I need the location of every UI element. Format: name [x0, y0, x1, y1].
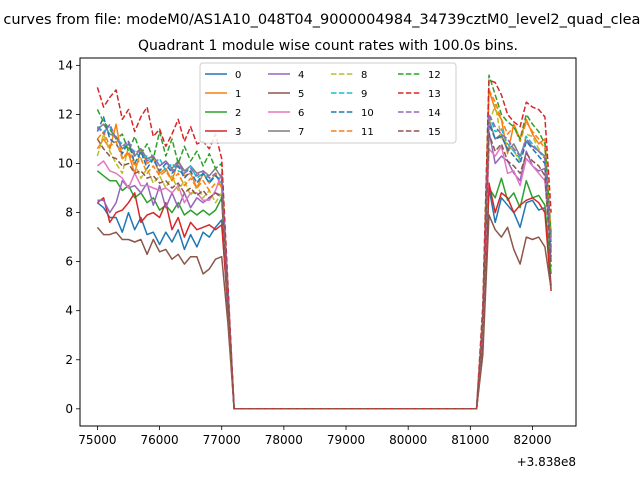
series-12-line [96, 74, 552, 410]
legend-label-10: 10 [361, 108, 374, 119]
y-tick-label: 2 [65, 353, 73, 367]
x-tick-label: 80000 [389, 433, 427, 447]
legend-label-14: 14 [428, 108, 441, 119]
plot-lines [96, 74, 552, 410]
x-offset-label: +3.838e8 [517, 455, 576, 469]
series-14-line [96, 113, 552, 410]
y-tick-label: 14 [58, 58, 73, 72]
series-3-line [96, 182, 552, 410]
legend-label-13: 13 [428, 89, 441, 100]
chart-suptitle: Light curves from file: modeM0/AS1A10_04… [0, 12, 640, 28]
x-tick-label: 77000 [203, 433, 241, 447]
legend-label-6: 6 [298, 108, 304, 119]
legend-label-5: 5 [298, 89, 304, 100]
legend-frame [199, 62, 457, 144]
series-11-line [96, 89, 552, 410]
legend-label-4: 4 [298, 70, 304, 81]
legend-label-9: 9 [361, 89, 367, 100]
legend-label-0: 0 [235, 70, 241, 81]
plot-frame [79, 57, 577, 427]
series-5-line [96, 214, 552, 410]
legend-label-1: 1 [235, 89, 241, 100]
series-8-line [96, 103, 552, 410]
series-7-line [96, 118, 552, 410]
legend-label-15: 15 [428, 127, 441, 138]
legend-label-8: 8 [361, 70, 367, 81]
y-tick-label: 4 [65, 304, 73, 318]
x-tick-label: 75000 [78, 433, 116, 447]
x-tick-label: 82000 [513, 433, 551, 447]
y-tick-label: 12 [58, 107, 73, 121]
legend-label-3: 3 [235, 127, 241, 138]
series-15-line [96, 133, 552, 410]
x-tick-label: 78000 [265, 433, 303, 447]
legend-label-2: 2 [235, 108, 241, 119]
series-2-line [96, 170, 552, 410]
y-tick-label: 0 [65, 402, 73, 416]
y-tick-label: 8 [65, 206, 73, 220]
y-tick-label: 10 [58, 156, 73, 170]
legend-label-11: 11 [361, 127, 374, 138]
x-tick-label: 79000 [327, 433, 365, 447]
chart-title: Quadrant 1 module wise count rates with … [138, 38, 518, 54]
legend-label-7: 7 [298, 127, 304, 138]
y-axis: 0 2 4 6 8 10 12 14 [58, 58, 80, 416]
y-tick-label: 6 [65, 255, 73, 269]
x-tick-label: 81000 [451, 433, 489, 447]
series-13-line [96, 79, 552, 410]
series-10-line [96, 116, 552, 410]
x-tick-label: 76000 [140, 433, 178, 447]
x-axis: 75000 76000 77000 78000 79000 80000 81000 82000 [78, 426, 552, 447]
legend-label-12: 12 [428, 70, 441, 81]
series-9-line [96, 113, 552, 410]
